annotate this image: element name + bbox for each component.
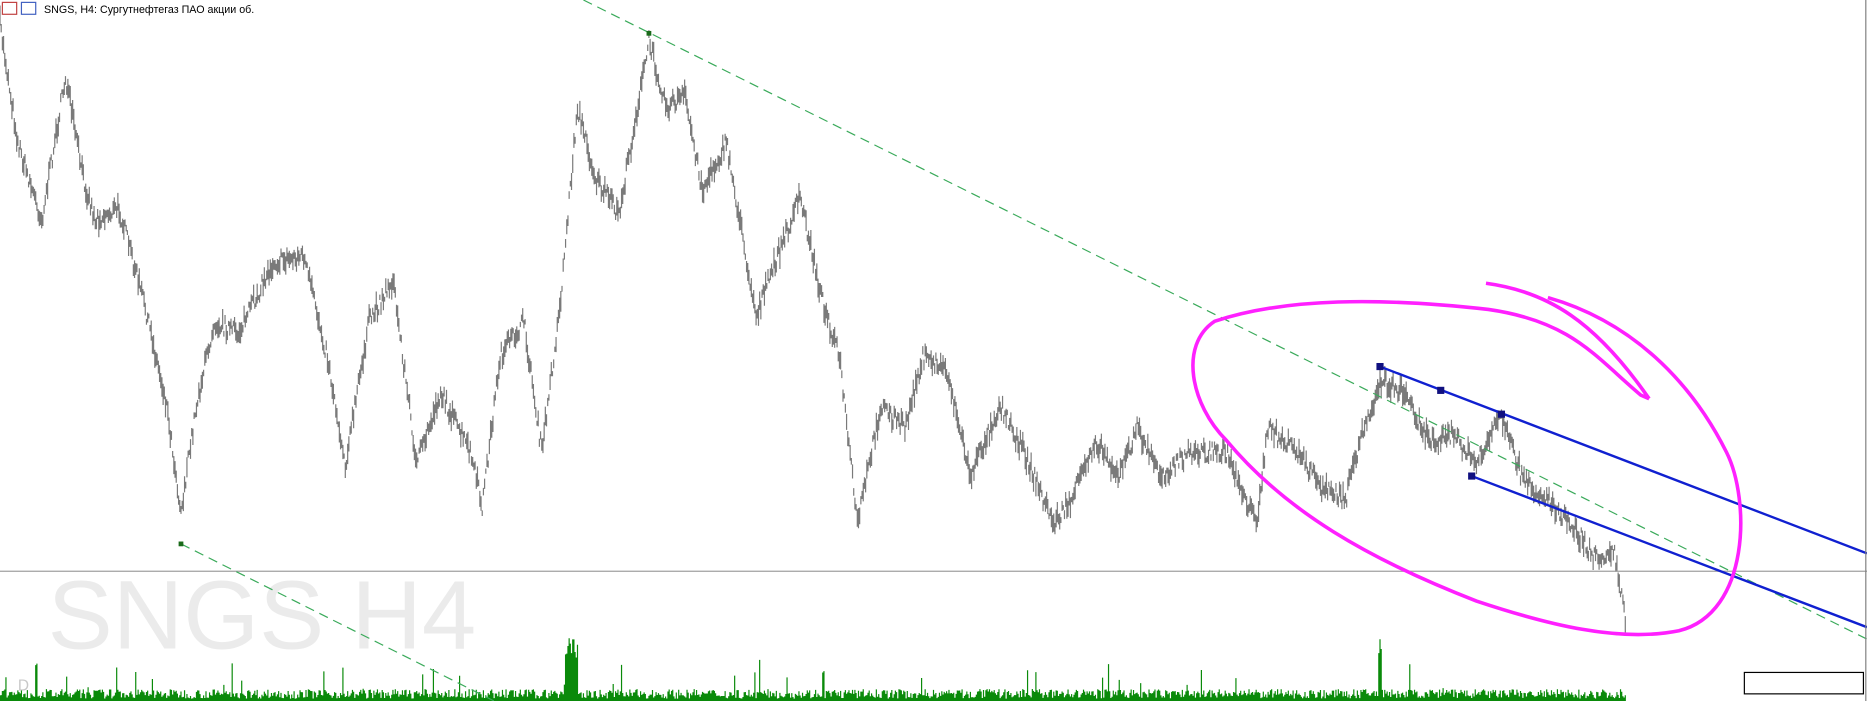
icon[interactable]	[20, 1, 37, 15]
input-box[interactable]	[1743, 671, 1865, 695]
icon[interactable]	[1, 1, 18, 15]
price-bars	[0, 5, 1626, 635]
anchor-point[interactable]	[646, 30, 652, 36]
trend-line	[180, 543, 495, 701]
anchor-point[interactable]	[1437, 386, 1445, 394]
channel-line	[1379, 365, 1867, 555]
window-title: SNGS, H4: Сургутнефтегаз ПАО акции об.	[44, 4, 254, 16]
anchor-point[interactable]	[1468, 472, 1476, 480]
hand-drawn-ellipse	[1191, 281, 1743, 637]
channel-line	[1471, 474, 1867, 629]
anchor-point[interactable]	[178, 541, 184, 547]
anchor-point[interactable]	[1376, 362, 1384, 371]
anchor-point[interactable]	[1497, 410, 1506, 418]
volume-trace	[0, 638, 1626, 701]
subwindow-label: D	[18, 677, 29, 694]
watermark: SNGS H4	[48, 561, 477, 670]
price-trace	[0, 5, 1626, 635]
volume-bars	[0, 638, 1626, 701]
